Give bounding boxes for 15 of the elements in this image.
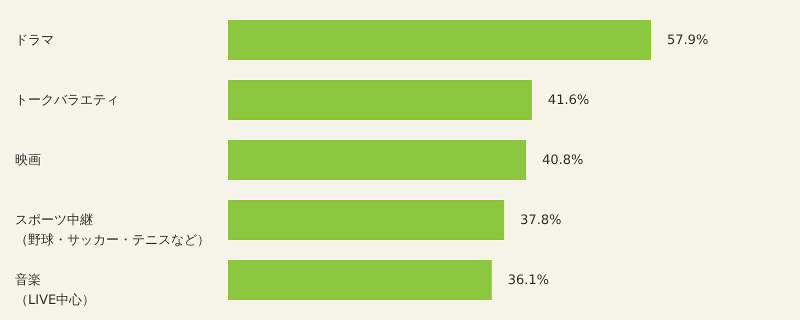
bar [228, 260, 492, 300]
data-label: 57.9% [667, 33, 708, 48]
data-label: 36.1% [508, 272, 550, 288]
bar [228, 20, 651, 60]
data-label: 37.8% [520, 212, 562, 228]
data-label: 41.6% [548, 93, 590, 108]
bar [228, 140, 526, 180]
bar [228, 200, 504, 240]
y-tick-label: トークバラエティ [15, 93, 119, 108]
data-label: 40.8% [542, 153, 584, 168]
y-tick-label: 映画 [15, 153, 41, 168]
y-tick-label: ドラマ [15, 33, 54, 48]
y-tick-label: スポーツ中継（野球・サッカー・テニスなど） [15, 212, 210, 248]
y-tick-label: 音楽（LIVE中心） [15, 272, 96, 308]
bar [228, 80, 532, 120]
